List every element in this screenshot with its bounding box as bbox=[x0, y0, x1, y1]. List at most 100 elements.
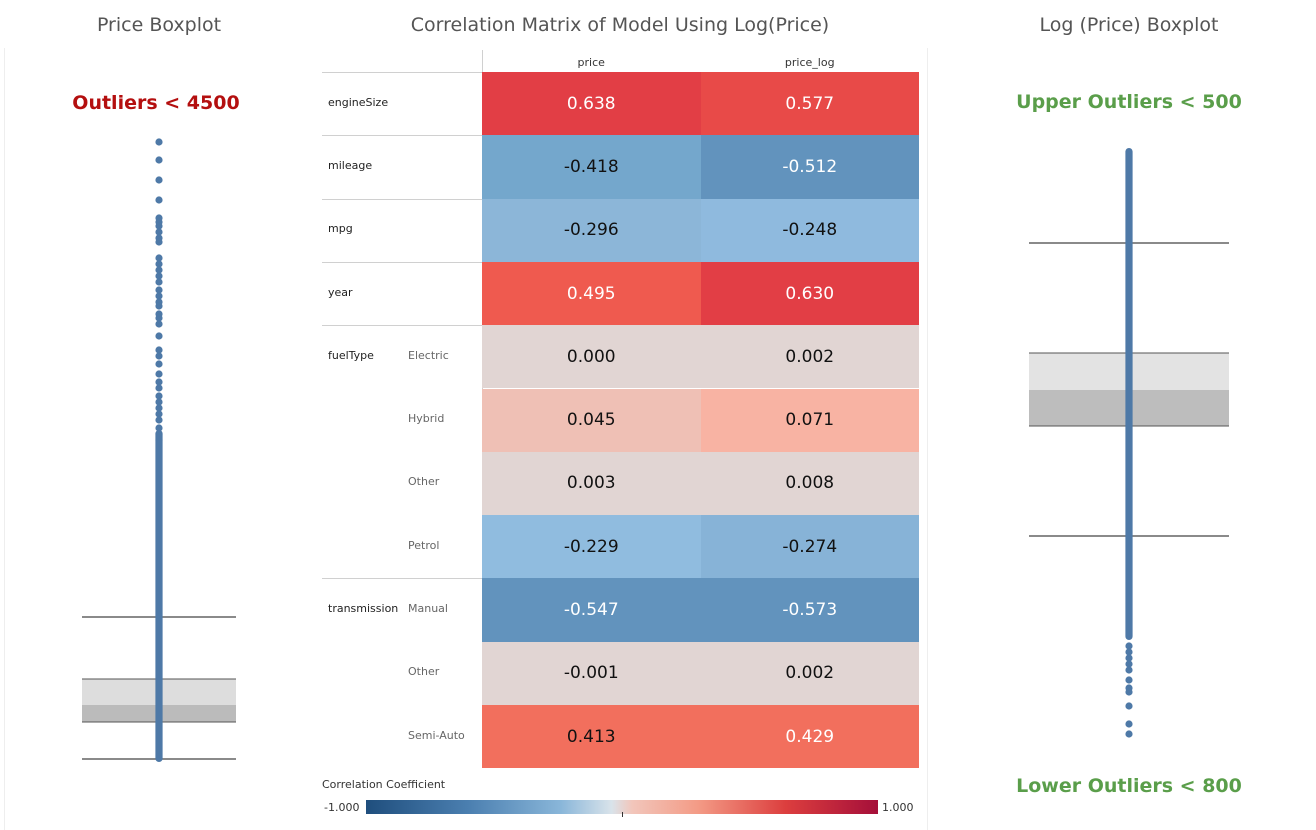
price-outlier-point bbox=[155, 156, 163, 164]
row-group-label: mpg bbox=[328, 222, 353, 236]
heatmap-cell: 0.638 bbox=[482, 72, 701, 136]
price-outlier-label: Outliers < 4500 bbox=[72, 92, 240, 114]
log-price-points-dense bbox=[1125, 148, 1133, 640]
row-group-divider bbox=[322, 135, 482, 137]
log-price-lower-outlier-label: Lower Outliers < 800 bbox=[1016, 775, 1242, 797]
column-header-price: price bbox=[577, 56, 605, 69]
row-sub-label: Manual bbox=[408, 602, 448, 616]
legend-gradient-bar bbox=[366, 800, 878, 814]
heatmap-cell: -0.248 bbox=[700, 198, 919, 262]
heatmap-cell: 0.002 bbox=[700, 325, 919, 389]
heatmap-cell: 0.045 bbox=[482, 388, 701, 452]
heatmap-cell: -0.001 bbox=[482, 641, 701, 705]
price-outlier-point bbox=[155, 176, 163, 184]
row-sub-label: Hybrid bbox=[408, 412, 445, 426]
heatmap-cell: 0.630 bbox=[700, 261, 919, 326]
row-group-label: year bbox=[328, 285, 353, 299]
heatmap-cell: 0.000 bbox=[482, 325, 701, 389]
column-header-price_log: price_log bbox=[784, 56, 835, 69]
log-price-outlier-point bbox=[1125, 654, 1133, 662]
log-price-outlier-point bbox=[1125, 702, 1133, 710]
legend-title: Correlation Coefficient bbox=[322, 778, 446, 791]
row-group-divider bbox=[322, 578, 482, 580]
price-outlier-point bbox=[155, 346, 163, 354]
price-outlier-point bbox=[155, 360, 163, 368]
price-outlier-point bbox=[155, 278, 163, 286]
price-outlier-point bbox=[155, 196, 163, 204]
legend-min-label: -1.000 bbox=[324, 801, 360, 814]
row-sub-label: Petrol bbox=[408, 538, 440, 552]
row-sub-label: Semi-Auto bbox=[408, 728, 465, 742]
row-group-label: transmission bbox=[328, 602, 399, 616]
heatmap-cell: -0.573 bbox=[700, 578, 919, 642]
row-sub-label: Other bbox=[408, 475, 440, 489]
log-price-outlier-point bbox=[1125, 676, 1133, 684]
price-outlier-point bbox=[155, 138, 163, 146]
price-outlier-point bbox=[155, 286, 163, 294]
price-outlier-point bbox=[155, 332, 163, 340]
log-price-outlier-point bbox=[1125, 688, 1133, 696]
heatmap-cell: -0.547 bbox=[482, 578, 701, 642]
log-price-points bbox=[1125, 148, 1133, 738]
log-price-outlier-point bbox=[1125, 666, 1133, 674]
row-sub-label: Other bbox=[408, 665, 440, 679]
price-points-dense bbox=[155, 430, 163, 762]
center-panel-title: Correlation Matrix of Model Using Log(Pr… bbox=[410, 14, 830, 36]
log-price-outlier-point bbox=[1125, 720, 1133, 728]
price-outlier-point bbox=[155, 272, 163, 280]
price-outlier-point bbox=[155, 320, 163, 328]
price-outlier-point bbox=[155, 266, 163, 274]
row-group-divider bbox=[322, 198, 482, 200]
right-panel-title: Log (Price) Boxplot bbox=[1039, 14, 1219, 36]
row-group-label: mileage bbox=[328, 158, 373, 172]
legend-max-label: 1.000 bbox=[882, 801, 914, 814]
price-outlier-point bbox=[155, 314, 163, 322]
log-price-outlier-point bbox=[1125, 730, 1133, 738]
price-points bbox=[155, 138, 163, 762]
correlation-matrix: price price_log engineSize 0.638 0.577 mileag… bbox=[322, 50, 919, 769]
log-price-boxplot bbox=[1029, 148, 1229, 738]
heatmap-cell: 0.577 bbox=[700, 72, 919, 136]
log-price-upper-outlier-label: Upper Outliers < 500 bbox=[1016, 91, 1242, 113]
price-outlier-point bbox=[155, 292, 163, 300]
right-panel-border bbox=[927, 48, 928, 830]
price-outlier-point bbox=[155, 260, 163, 268]
row-group-divider bbox=[322, 261, 482, 263]
price-outlier-point bbox=[155, 378, 163, 386]
price-outlier-point bbox=[155, 228, 163, 236]
heatmap-cell: 0.003 bbox=[482, 451, 701, 516]
row-sub-label: Electric bbox=[408, 348, 449, 362]
log-price-outlier-point bbox=[1125, 642, 1133, 650]
heatmap-cell: 0.071 bbox=[700, 388, 919, 452]
price-outlier-point bbox=[155, 238, 163, 246]
price-outlier-point bbox=[155, 302, 163, 310]
price-outlier-point bbox=[155, 254, 163, 262]
heatmap-cell: 0.413 bbox=[482, 705, 701, 769]
heatmap-cell: 0.002 bbox=[700, 641, 919, 705]
log-price-outlier-point bbox=[1125, 660, 1133, 668]
price-outlier-point bbox=[155, 384, 163, 392]
color-legend: Correlation Coefficient -1.000 1.000 bbox=[322, 778, 922, 823]
heatmap-cell: 0.495 bbox=[482, 261, 701, 326]
legend-zero-tick bbox=[622, 812, 623, 817]
heatmap-cell: -0.418 bbox=[482, 135, 701, 199]
row-group-label: engineSize bbox=[328, 95, 389, 109]
row-group-label: fuelType bbox=[328, 348, 374, 362]
price-outlier-point bbox=[155, 410, 163, 418]
price-boxplot bbox=[82, 138, 236, 762]
heatmap-cell: 0.008 bbox=[700, 451, 919, 516]
heatmap-cell: -0.229 bbox=[482, 515, 701, 579]
row-group-divider bbox=[322, 325, 482, 327]
price-outlier-point bbox=[155, 416, 163, 424]
heatmap-cell: -0.296 bbox=[482, 198, 701, 262]
price-outlier-point bbox=[155, 352, 163, 360]
heatmap-cell: -0.274 bbox=[700, 515, 919, 579]
log-price-outlier-point bbox=[1125, 648, 1133, 656]
price-outlier-point bbox=[155, 404, 163, 412]
price-outlier-point bbox=[155, 222, 163, 230]
heatmap-cell: -0.512 bbox=[700, 135, 919, 199]
price-outlier-point bbox=[155, 424, 163, 432]
left-panel-title: Price Boxplot bbox=[96, 14, 222, 36]
heatmap-cell: 0.429 bbox=[700, 705, 919, 769]
price-outlier-point bbox=[155, 398, 163, 406]
